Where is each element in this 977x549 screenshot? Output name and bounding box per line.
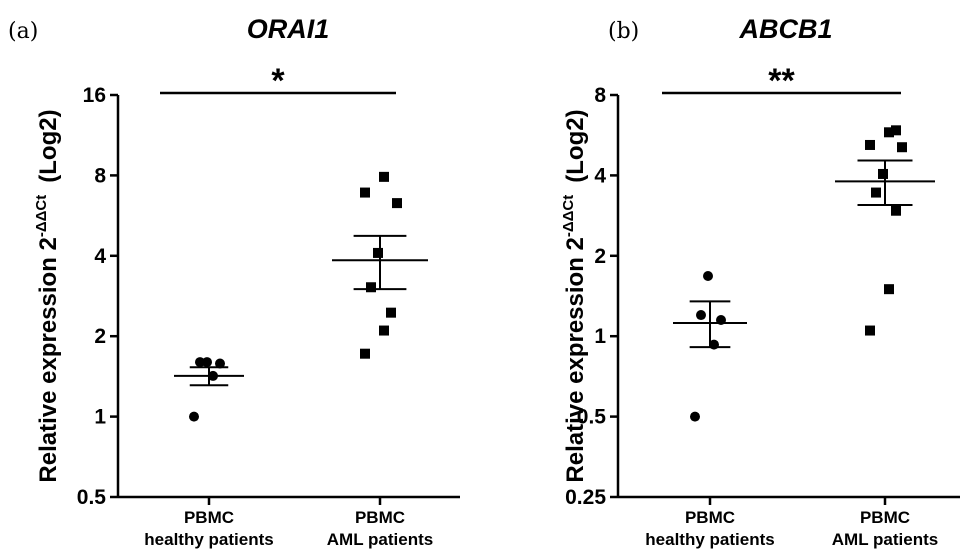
y-axis-label-superscript: -ΔΔCt	[33, 195, 50, 237]
panel-label: (a)	[8, 19, 38, 44]
data-point-circle	[703, 271, 713, 282]
category-label-line1: PBMC	[685, 508, 735, 527]
category-label-line2: AML patients	[327, 530, 433, 549]
data-point-square	[884, 127, 894, 138]
data-point-square	[891, 125, 901, 136]
data-point-circle	[690, 411, 700, 422]
y-tick-label: 0.25	[565, 486, 606, 509]
panel-b-chart: (b) ABCB1 Relative expression 2-ΔΔCt (Log2)…	[560, 14, 960, 549]
category-label-line1: PBMC	[184, 508, 234, 527]
y-tick-label: 4	[94, 245, 106, 268]
category-label-line2: AML patients	[832, 530, 938, 549]
y-axis-label: Relative expression 2-ΔΔCt (Log2)	[560, 109, 589, 482]
category-label-line1: PBMC	[355, 508, 405, 527]
y-axis-label: Relative expression 2-ΔΔCt (Log2)	[33, 109, 62, 482]
data-point-square	[386, 307, 396, 318]
data-point-square	[865, 325, 875, 336]
y-tick-label: 8	[94, 164, 106, 187]
significance-stars: **	[768, 62, 795, 100]
panel-label: (b)	[608, 19, 639, 44]
y-axis-label-suffix: (Log2)	[562, 109, 589, 182]
data-point-square	[878, 168, 888, 179]
y-axis-label-main: Relative expression 2	[562, 237, 589, 482]
y-tick-label: 1	[594, 325, 606, 348]
data-point-square	[392, 198, 402, 209]
panel-a-chart: (a) ORAI1 Relative expression 2-ΔΔCt (Log2)…	[8, 14, 460, 549]
y-tick-label: 1	[94, 406, 106, 429]
data-point-square	[379, 171, 389, 182]
data-point-square	[360, 187, 370, 198]
y-axis-label-superscript: -ΔΔCt	[560, 195, 577, 237]
data-point-circle	[215, 358, 225, 369]
category-label-line1: PBMC	[860, 508, 910, 527]
data-point-circle	[202, 357, 212, 368]
y-axis-label-main: Relative expression 2	[35, 237, 62, 482]
chart-title: ORAI1	[247, 14, 330, 44]
data-point-square	[373, 247, 383, 258]
y-tick-label: 16	[83, 84, 106, 107]
y-tick-label: 0.5	[77, 486, 107, 509]
y-tick-label: 8	[594, 84, 606, 107]
data-point-square	[897, 142, 907, 153]
data-point-square	[366, 282, 376, 293]
y-tick-label: 2	[594, 245, 606, 268]
significance-stars: *	[271, 62, 285, 100]
y-tick-label: 4	[594, 164, 606, 187]
data-point-square	[871, 187, 881, 198]
category-label-line2: healthy patients	[645, 530, 774, 549]
y-axis-label-suffix: (Log2)	[35, 109, 62, 182]
data-point-square	[379, 325, 389, 336]
data-point-square	[891, 205, 901, 216]
data-point-circle	[195, 357, 205, 368]
data-point-square	[865, 139, 875, 150]
data-point-circle	[189, 411, 199, 422]
data-point-circle	[696, 310, 706, 321]
y-tick-label: 0.5	[577, 406, 607, 429]
chart-title: ABCB1	[738, 14, 832, 44]
data-point-square	[360, 348, 370, 359]
category-label-line2: healthy patients	[144, 530, 273, 549]
data-point-square	[884, 284, 894, 295]
y-tick-label: 2	[94, 325, 106, 348]
